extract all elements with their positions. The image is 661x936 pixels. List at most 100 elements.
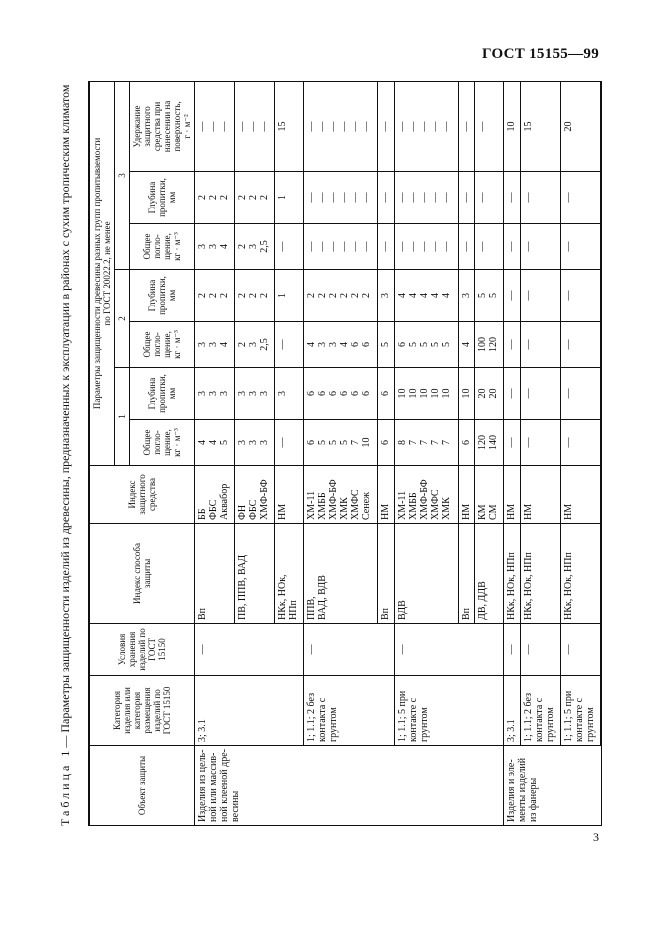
cell-dep2: — bbox=[503, 269, 521, 322]
cell-dep1: — bbox=[520, 367, 561, 420]
cell-agent: КМ СМ bbox=[474, 465, 504, 524]
cell-abs3: — bbox=[474, 223, 504, 270]
cell-abs2: 6 5 5 5 5 bbox=[394, 321, 459, 368]
cell-abs3: 3 3 4 bbox=[194, 223, 235, 270]
cell-category: 1; 1.1; 2 без контакта с грунтом bbox=[520, 675, 561, 746]
cell-retention: 10 bbox=[503, 81, 521, 172]
header-storage: Условия хранения изделий по ГОСТ 15150 bbox=[89, 623, 195, 676]
header-absorption-3: Общее погло- щение, кг · м⁻³ bbox=[129, 223, 195, 270]
cell-storage: — bbox=[194, 623, 304, 676]
cell-retention: — bbox=[377, 81, 395, 172]
cell-method: Вп bbox=[377, 523, 395, 624]
cell-dep3: 2 2 2 bbox=[234, 171, 275, 224]
cell-abs3: — bbox=[520, 223, 561, 270]
cell-dep3: 2 2 2 bbox=[194, 171, 235, 224]
cell-retention: — bbox=[474, 81, 504, 172]
cell-abs2: — bbox=[560, 321, 601, 368]
cell-abs1: — bbox=[560, 419, 601, 466]
header-group-1: 1 bbox=[114, 367, 130, 466]
rotated-table-container: Объект защиты Категория изделия или кате… bbox=[88, 81, 602, 826]
cell-category: 3; 3.1 bbox=[503, 675, 521, 746]
cell-abs2: — bbox=[503, 321, 521, 368]
cell-retention: — — — bbox=[234, 81, 275, 172]
cell-abs3: — bbox=[377, 223, 395, 270]
cell-abs1: 4 4 5 bbox=[194, 419, 235, 466]
cell-method: НКк, НОк, НПп bbox=[520, 523, 561, 624]
cell-dep2: 5 5 bbox=[474, 269, 504, 322]
cell-abs2: 4 3 3 4 6 6 bbox=[303, 321, 378, 368]
cell-storage: — bbox=[560, 623, 601, 676]
cell-retention: 15 bbox=[520, 81, 561, 172]
cell-method: НКк, НОк, НПп bbox=[274, 523, 304, 624]
cell-abs3: — bbox=[274, 223, 304, 270]
header-params: Параметры защищенности древесины разных … bbox=[89, 81, 115, 466]
cell-abs3: — — — — — — bbox=[303, 223, 378, 270]
cell-storage: — bbox=[394, 623, 504, 676]
table-row: 1; 1.1; 2 без контакта с грунтом — НКк, … bbox=[520, 81, 561, 825]
header-group-2: 2 bbox=[114, 269, 130, 368]
cell-abs3: — bbox=[560, 223, 601, 270]
header-depth-1: Глубина пропитки, мм bbox=[129, 367, 195, 420]
cell-retention: 20 bbox=[560, 81, 601, 172]
cell-abs2: 3 3 4 bbox=[194, 321, 235, 368]
cell-agent: НМ bbox=[520, 465, 561, 524]
cell-dep3: — — — — — — bbox=[303, 171, 378, 224]
cell-dep2: 2 2 2 bbox=[194, 269, 235, 322]
cell-dep1: 10 10 10 10 10 bbox=[394, 367, 459, 420]
cell-abs1: 3 3 3 bbox=[234, 419, 275, 466]
cell-category: 1; 1.1; 5 при контакте с грунтом bbox=[394, 675, 504, 746]
cell-dep1: 6 bbox=[377, 367, 395, 420]
cell-abs1: — bbox=[274, 419, 304, 466]
cell-abs1: 6 5 5 5 7 10 bbox=[303, 419, 378, 466]
cell-dep1: 10 bbox=[458, 367, 475, 420]
cell-dep2: — bbox=[560, 269, 601, 322]
cell-storage: — bbox=[520, 623, 561, 676]
cell-abs2: 5 bbox=[377, 321, 395, 368]
cell-abs2: — bbox=[520, 321, 561, 368]
cell-dep1: — bbox=[503, 367, 521, 420]
cell-dep2: 3 bbox=[377, 269, 395, 322]
cell-method: ПВ, ППВ, ВАД bbox=[234, 523, 275, 624]
cell-abs1: 8 7 7 7 7 bbox=[394, 419, 459, 466]
cell-abs1: — bbox=[503, 419, 521, 466]
table-area: Объект защиты Категория изделия или кате… bbox=[88, 81, 602, 826]
header-group-3: 3 bbox=[114, 81, 130, 270]
cell-dep1: 3 3 3 bbox=[194, 367, 235, 420]
cell-dep3: 1 bbox=[274, 171, 304, 224]
header-depth-3: Глубина пропитки, мм bbox=[129, 171, 195, 224]
table-row: Изделия и эле- менты изделий из фанеры 3… bbox=[503, 81, 601, 826]
table-caption-area: Таблица 1 — Параметры защищенности издел… bbox=[48, 82, 82, 826]
cell-agent: НМ bbox=[274, 465, 304, 524]
cell-dep1: — bbox=[560, 367, 601, 420]
cell-agent: НМ bbox=[560, 465, 601, 524]
header-method: Индекс способа защиты bbox=[89, 523, 195, 624]
header-absorption-2: Общее погло- щение, кг · м⁻³ bbox=[129, 321, 195, 368]
table-caption: Таблица 1 — Параметры защищенности издел… bbox=[48, 82, 82, 826]
table-row: 1; 1.1; 2 без контакта с грунтом — ППВ, … bbox=[303, 81, 395, 825]
cell-agent: ФН ФБС ХМФ-БФ bbox=[234, 465, 275, 524]
cell-method: Вп bbox=[194, 523, 235, 624]
cell-abs1: 120 140 bbox=[474, 419, 504, 466]
cell-agent: НМ bbox=[458, 465, 475, 524]
cell-agent: НМ bbox=[503, 465, 521, 524]
cell-dep2: 3 bbox=[458, 269, 475, 322]
cell-agent: НМ bbox=[377, 465, 395, 524]
table-row: 1; 1.1; 5 при контакте с грунтом — НКк, … bbox=[560, 81, 601, 825]
cell-retention: — bbox=[458, 81, 475, 172]
cell-dep1: 3 bbox=[274, 367, 304, 420]
cell-category: 1; 1.1; 2 без контакта с грунтом bbox=[303, 675, 395, 746]
cell-object: Изделия из цель- ной или массив- ной кле… bbox=[194, 745, 504, 826]
cell-category: 3; 3.1 bbox=[194, 675, 304, 746]
cell-method: НКк, НОк, НПп bbox=[560, 523, 601, 624]
cell-dep1: 6 6 6 6 6 6 bbox=[303, 367, 378, 420]
table-row: Изделия из цель- ной или массив- ной кле… bbox=[194, 81, 504, 826]
cell-dep2: 4 4 4 4 4 bbox=[394, 269, 459, 322]
cell-storage: — bbox=[503, 623, 521, 676]
cell-abs1: 6 bbox=[377, 419, 395, 466]
protection-parameters-table: Объект защиты Категория изделия или кате… bbox=[88, 81, 602, 826]
cell-abs3: — bbox=[503, 223, 521, 270]
cell-dep3: — bbox=[474, 171, 504, 224]
cell-dep2: 1 bbox=[274, 269, 304, 322]
caption-text: 1 — Параметры защищенности изделий из др… bbox=[57, 84, 72, 757]
header-absorption-1: Общее погло- щение, кг · м⁻³ bbox=[129, 419, 195, 466]
